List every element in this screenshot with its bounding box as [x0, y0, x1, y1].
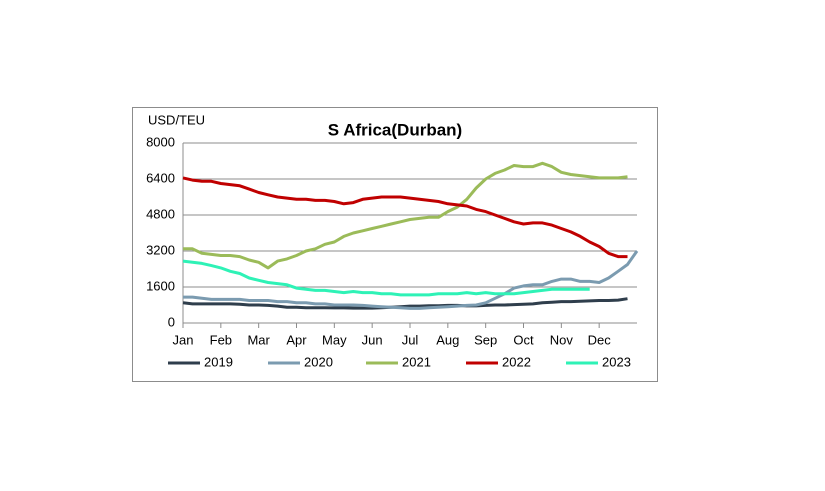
chart-frame [132, 107, 658, 382]
legend-label: 2021 [402, 354, 431, 369]
x-tick-label: May [322, 332, 347, 347]
chart-title: S Africa(Durban) [328, 120, 462, 139]
legend-label: 2022 [502, 354, 531, 369]
series-line [183, 250, 639, 310]
x-tick-label: Jan [173, 332, 194, 347]
series-line [182, 176, 628, 259]
y-tick-label: 1600 [146, 278, 175, 293]
y-tick-label: 6400 [146, 170, 175, 185]
x-tick-label: Dec [588, 332, 612, 347]
x-tick-label: Jun [362, 332, 383, 347]
y-tick-label: 0 [168, 314, 175, 329]
x-tick-label: Jul [402, 332, 419, 347]
x-tick-label: Nov [550, 332, 574, 347]
x-tick-label: Mar [247, 332, 270, 347]
y-axis-label: USD/TEU [148, 112, 205, 127]
legend-label: 2019 [204, 354, 233, 369]
series-line [182, 297, 628, 310]
y-tick-label: 4800 [146, 206, 175, 221]
x-tick-label: Aug [436, 332, 459, 347]
x-tick-label: Sep [474, 332, 497, 347]
y-tick-label: 8000 [146, 134, 175, 149]
x-tick-label: Feb [210, 332, 232, 347]
legend-label: 2023 [602, 354, 631, 369]
x-tick-label: Oct [513, 332, 534, 347]
series-line [183, 161, 628, 270]
series-line [182, 259, 590, 297]
y-tick-label: 3200 [146, 242, 175, 257]
x-tick-label: Apr [286, 332, 307, 347]
legend-label: 2020 [304, 354, 333, 369]
